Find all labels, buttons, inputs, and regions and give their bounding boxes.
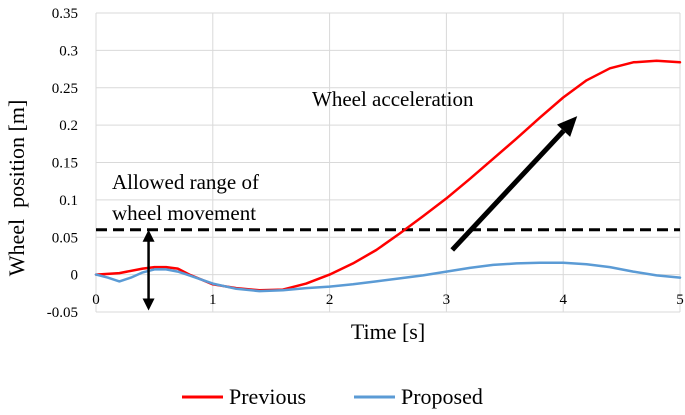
series-line-previous <box>94 59 682 292</box>
y-axis-title: Wheel position [m] <box>4 100 29 277</box>
y-tick-label: 0.15 <box>52 156 78 172</box>
y-tick-label: 0 <box>71 268 79 284</box>
annotation-allowed-range-line2: wheel movement <box>112 201 256 225</box>
x-tick-label: 5 <box>676 292 684 308</box>
legend-label-previous: Previous <box>229 384 306 409</box>
y-tick-labels: -0.05 0 0.05 0.1 0.15 0.2 0.25 0.3 0.35 <box>47 6 78 321</box>
series-line-proposed <box>94 261 682 293</box>
series-group <box>94 59 682 293</box>
x-tick-labels: 0 1 2 3 4 5 <box>92 292 684 308</box>
y-tick-label: 0.3 <box>59 43 78 59</box>
legend: Previous Proposed <box>182 384 483 409</box>
y-tick-label: 0.1 <box>59 193 78 209</box>
legend-label-proposed: Proposed <box>401 384 483 409</box>
grid-lines <box>95 12 681 313</box>
y-tick-label: 0.35 <box>52 6 78 22</box>
range-arrow-head-bottom <box>142 298 155 311</box>
y-tick-label: -0.05 <box>47 305 78 321</box>
y-tick-label: 0.25 <box>52 81 78 97</box>
x-tick-label: 1 <box>209 292 217 308</box>
range-arrow-head-top <box>142 229 155 242</box>
x-tick-label: 0 <box>92 292 100 308</box>
x-tick-label: 3 <box>443 292 451 308</box>
x-axis-title: Time [s] <box>351 319 425 344</box>
acceleration-arrow-shaft <box>450 129 566 252</box>
annotation-allowed-range-line1: Allowed range of <box>112 170 259 194</box>
annotation-wheel-acceleration: Wheel acceleration <box>312 87 474 111</box>
acceleration-arrow-head <box>556 116 578 137</box>
x-tick-label: 2 <box>326 292 334 308</box>
x-tick-label: 4 <box>559 292 567 308</box>
annotations: Wheel acceleration Allowed range of whee… <box>112 87 578 311</box>
y-tick-label: 0.2 <box>59 118 78 134</box>
y-tick-label: 0.05 <box>52 230 78 246</box>
